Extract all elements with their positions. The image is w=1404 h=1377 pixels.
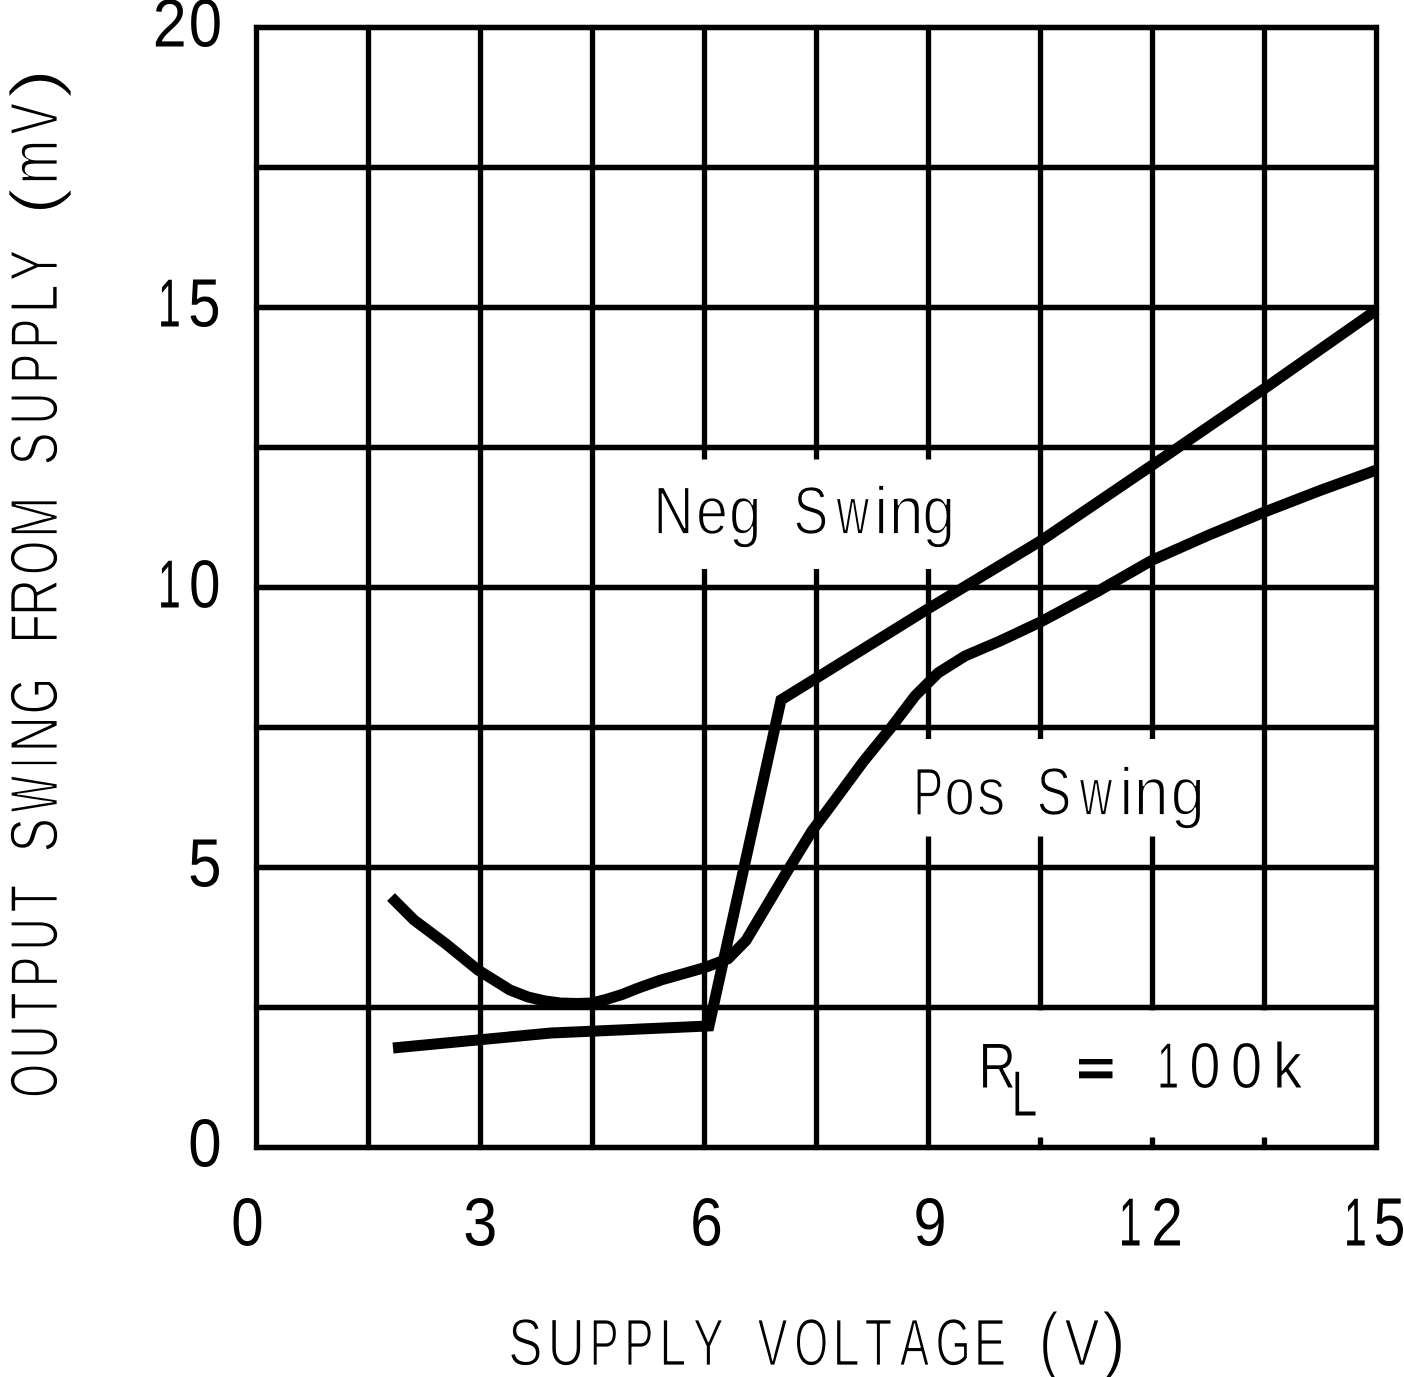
svg-text:R: R: [0, 579, 72, 616]
svg-text:o: o: [945, 754, 975, 830]
svg-text:Y: Y: [0, 250, 73, 281]
svg-text:i: i: [874, 473, 888, 549]
svg-text:V: V: [1065, 1305, 1100, 1377]
svg-text:L: L: [659, 1306, 686, 1377]
svg-text:L: L: [0, 285, 72, 314]
svg-text:M: M: [0, 497, 72, 538]
svg-text:U: U: [0, 393, 73, 425]
svg-text:w: w: [836, 474, 870, 549]
svg-text:g: g: [729, 474, 761, 549]
svg-text:g: g: [1171, 753, 1205, 830]
svg-text:s: s: [977, 755, 1005, 830]
svg-text:S: S: [0, 432, 72, 465]
svg-text:1: 1: [1119, 1184, 1142, 1260]
svg-text:0: 0: [231, 1185, 263, 1260]
svg-text:S: S: [1037, 753, 1072, 829]
svg-text:L: L: [1011, 1058, 1037, 1130]
svg-text:A: A: [900, 1305, 929, 1377]
svg-text:5: 5: [1374, 1185, 1404, 1261]
svg-text:(: (: [0, 188, 73, 216]
svg-text:0: 0: [188, 1105, 221, 1181]
svg-text:5: 5: [188, 266, 220, 341]
svg-text:g: g: [922, 474, 954, 549]
svg-text:k: k: [1273, 1030, 1302, 1102]
svg-text:0: 0: [189, 547, 220, 623]
svg-text:L: L: [833, 1306, 860, 1377]
svg-text:V: V: [758, 1306, 788, 1377]
svg-text:P: P: [0, 354, 73, 384]
svg-text:m: m: [0, 140, 72, 185]
svg-text:6: 6: [690, 1185, 722, 1260]
svg-text:S: S: [793, 472, 828, 548]
svg-text:9: 9: [913, 1184, 946, 1261]
svg-text:(: (: [1039, 1297, 1059, 1377]
svg-text:P: P: [624, 1305, 653, 1377]
svg-text:G: G: [935, 1306, 970, 1377]
svg-text:P: P: [913, 755, 943, 831]
svg-text:O: O: [0, 1064, 73, 1098]
svg-text:): ): [0, 68, 72, 99]
svg-text:P: P: [590, 1305, 619, 1377]
svg-text:i: i: [1120, 753, 1134, 830]
svg-text:G: G: [0, 678, 73, 714]
svg-text:U: U: [548, 1305, 585, 1377]
svg-text:O: O: [0, 541, 73, 575]
svg-text:2: 2: [1151, 1185, 1183, 1261]
svg-text:N: N: [0, 716, 72, 752]
svg-text:E: E: [974, 1306, 1006, 1377]
svg-text:3: 3: [463, 1183, 497, 1260]
svg-text:S: S: [0, 818, 72, 852]
svg-text:I: I: [0, 758, 73, 767]
svg-text:P: P: [0, 319, 73, 349]
svg-text:R: R: [978, 1031, 1016, 1103]
svg-text:5: 5: [188, 825, 221, 901]
svg-text:1: 1: [158, 265, 181, 341]
svg-text:F: F: [0, 614, 73, 643]
svg-text:T: T: [865, 1306, 892, 1377]
svg-text:1: 1: [158, 546, 181, 622]
svg-text:0: 0: [1231, 1029, 1262, 1102]
svg-text:W: W: [0, 776, 72, 812]
svg-text:0: 0: [1189, 1029, 1220, 1102]
svg-text:O: O: [794, 1305, 828, 1377]
svg-text:2: 2: [153, 0, 187, 61]
svg-text:T: T: [0, 993, 73, 1020]
svg-text:U: U: [0, 1025, 73, 1058]
svg-text:0: 0: [189, 0, 222, 61]
svg-text:Y: Y: [693, 1306, 724, 1377]
svg-text:n: n: [889, 473, 924, 549]
svg-text:S: S: [508, 1305, 542, 1377]
svg-text:1: 1: [1344, 1184, 1367, 1260]
svg-text:n: n: [1134, 754, 1169, 830]
svg-text:): ): [1101, 1298, 1126, 1377]
svg-text:e: e: [696, 473, 728, 549]
svg-text:N: N: [653, 474, 693, 550]
svg-text:V: V: [0, 103, 73, 134]
svg-text:w: w: [1079, 755, 1113, 830]
svg-text:T: T: [0, 885, 73, 912]
svg-text:P: P: [0, 957, 73, 988]
svg-text:1: 1: [1157, 1031, 1179, 1102]
svg-text:U: U: [0, 918, 73, 950]
